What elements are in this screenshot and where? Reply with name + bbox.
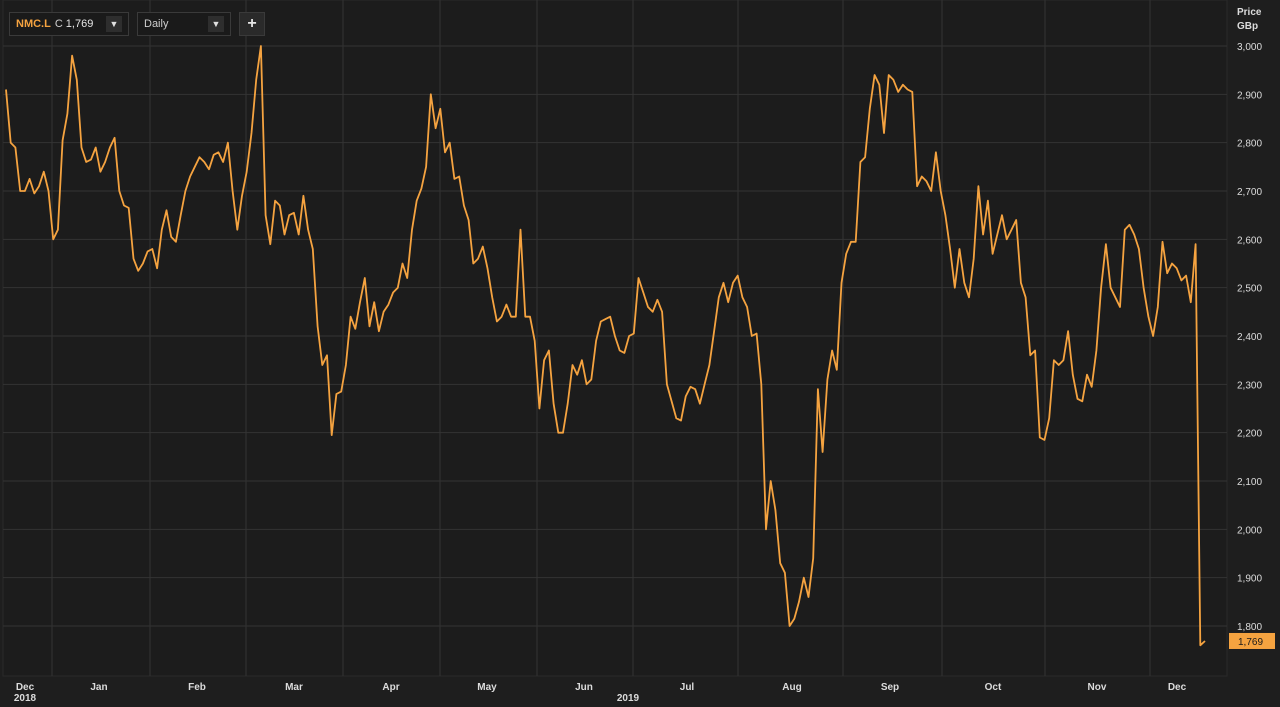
x-tick-label: Apr: [382, 682, 399, 693]
x-tick-label: Aug: [782, 682, 801, 693]
year-label: 2018: [14, 693, 37, 704]
y-tick-label: 2,300: [1237, 380, 1262, 391]
x-tick-label: Oct: [985, 682, 1002, 693]
x-tick-label: Jan: [90, 682, 107, 693]
close-value: 1,769: [65, 18, 94, 30]
y-tick-label: 1,900: [1237, 574, 1262, 585]
y-tick-label: 2,200: [1237, 429, 1262, 440]
y-tick-label: 2,100: [1237, 477, 1262, 488]
x-tick-label: Sep: [881, 682, 899, 693]
add-series-button[interactable]: +: [239, 12, 265, 36]
y-tick-label: 2,800: [1237, 139, 1262, 150]
ticker-symbol: NMC.L: [16, 18, 51, 30]
x-tick-label: Nov: [1088, 682, 1107, 693]
last-price-label: 1,769: [1238, 637, 1263, 648]
year-label: 2019: [617, 693, 640, 704]
y-axis-label: Price: [1237, 7, 1262, 18]
y-tick-label: 2,700: [1237, 187, 1262, 198]
y-tick-label: 2,400: [1237, 332, 1262, 343]
y-tick-label: 2,500: [1237, 284, 1262, 295]
x-tick-label: Jun: [575, 682, 593, 693]
y-tick-label: 1,800: [1237, 622, 1262, 633]
x-tick-label: Dec: [1168, 682, 1187, 693]
x-tick-label: Feb: [188, 682, 206, 693]
y-axis-unit: GBp: [1237, 21, 1258, 32]
y-tick-label: 2,000: [1237, 525, 1262, 536]
x-tick-label: Jul: [680, 682, 695, 693]
ticker-selector[interactable]: NMC.L C 1,769 ▼: [9, 12, 129, 36]
price-series-line: [5, 45, 1206, 647]
period-selector[interactable]: Daily ▼: [137, 12, 231, 36]
chart-toolbar: NMC.L C 1,769 ▼ Daily ▼ +: [9, 12, 265, 36]
y-tick-label: 2,600: [1237, 235, 1262, 246]
period-value: Daily: [144, 18, 169, 30]
y-tick-label: 3,000: [1237, 42, 1262, 53]
y-tick-label: 2,900: [1237, 90, 1262, 101]
close-label: C: [54, 18, 63, 30]
chevron-down-icon[interactable]: ▼: [208, 16, 224, 32]
x-tick-label: Mar: [285, 682, 303, 693]
last-price-badge: [1229, 632, 1275, 649]
chevron-down-icon[interactable]: ▼: [106, 16, 122, 32]
plus-icon: +: [247, 15, 257, 32]
x-tick-label: Dec: [16, 682, 35, 693]
x-tick-label: May: [477, 682, 497, 693]
